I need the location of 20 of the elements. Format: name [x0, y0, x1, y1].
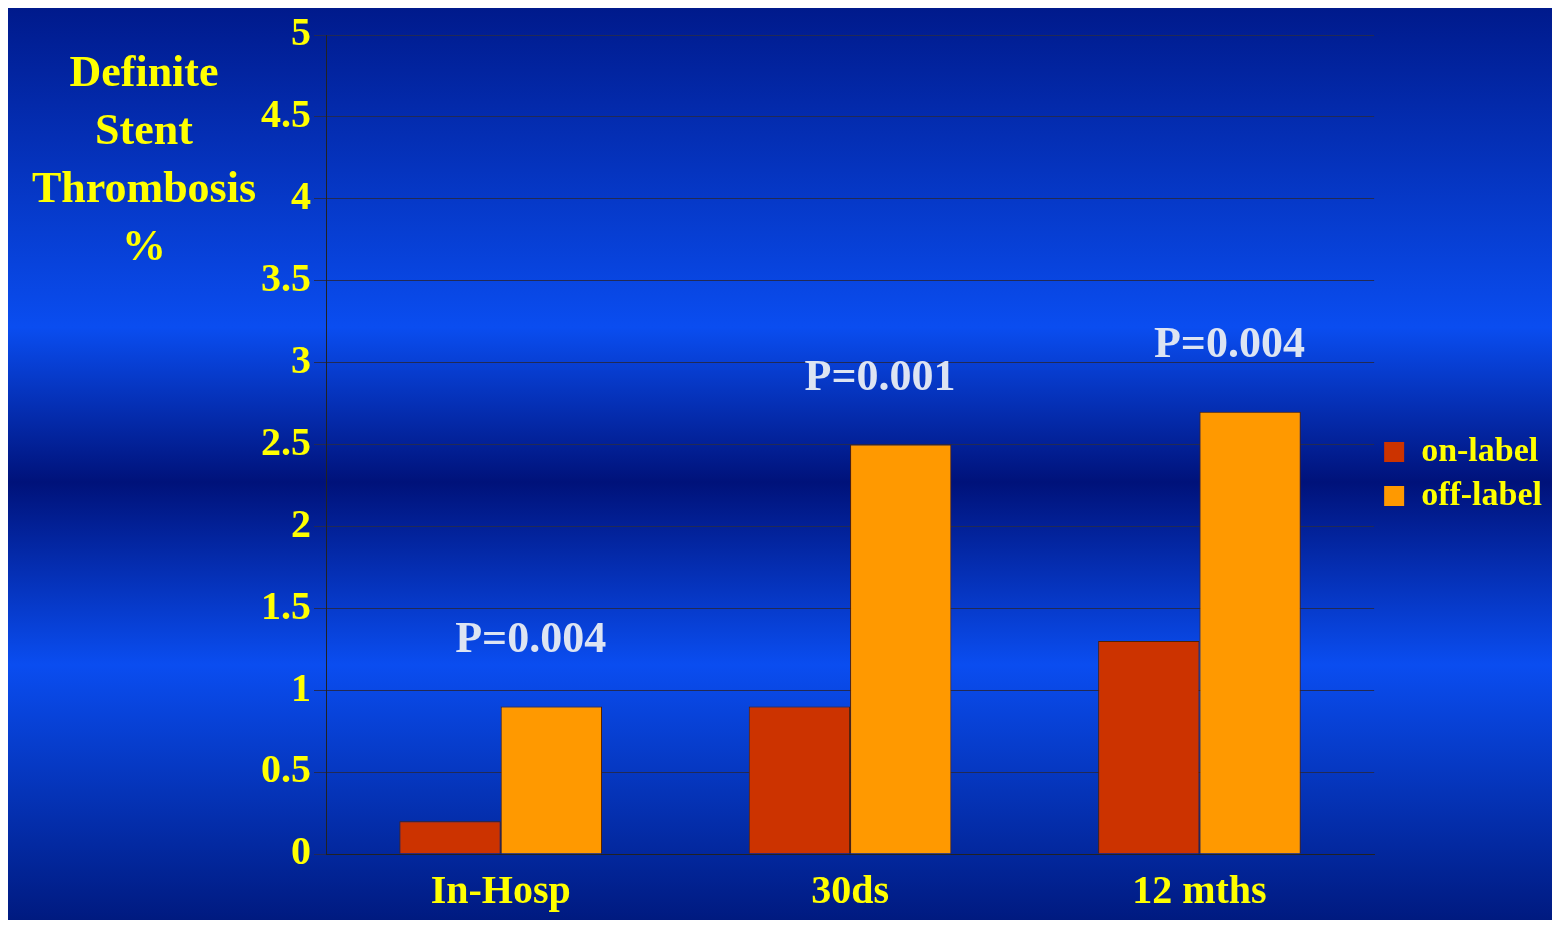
- y-axis-title: Definite Stent Thrombosis %: [31, 47, 257, 271]
- y-tick-label: 0: [291, 828, 311, 874]
- y-tick-label: 1.5: [261, 582, 311, 628]
- x-tick-label: 12 mths: [1132, 867, 1267, 913]
- y-tick-label: 3: [291, 336, 311, 382]
- y-tick-label: 2: [291, 500, 311, 546]
- annotation: P=0.001: [804, 350, 956, 400]
- legend-label: off-label: [1421, 474, 1542, 512]
- x-tick-label: In-Hosp: [430, 867, 571, 913]
- y-tick-label: 2.5: [261, 418, 311, 464]
- x-tick-label: 30ds: [811, 867, 889, 913]
- annotation: P=0.004: [1153, 318, 1305, 368]
- y-tick-label: 5: [291, 9, 311, 55]
- y-tick-label: 1: [291, 664, 311, 710]
- annotation: P=0.004: [455, 612, 607, 662]
- y-tick-label: 0.5: [261, 746, 311, 792]
- y-tick-label: 4: [291, 173, 311, 219]
- y-tick-label: 4.5: [261, 91, 311, 137]
- y-tick-label: 3.5: [261, 255, 311, 301]
- legend-label: on-label: [1421, 430, 1539, 468]
